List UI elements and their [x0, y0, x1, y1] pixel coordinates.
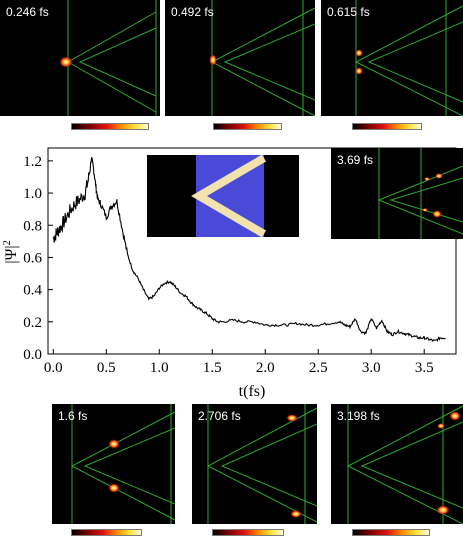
wavepacket-upper [355, 49, 363, 57]
wavepacket-upper [449, 411, 461, 421]
snapshot-plot-7 [346, 404, 463, 524]
wavepacket-trail [437, 423, 445, 429]
wavepacket-upper [286, 414, 298, 422]
y-axis-label: |Ψ|2 [2, 240, 20, 263]
snapshot-panel-3: 0.615 fs [321, 0, 463, 116]
snapshot-plot-3 [354, 0, 463, 116]
x-tick-label: 3.0 [362, 360, 381, 376]
series-line [52, 157, 446, 343]
snapshot-plot-5 [70, 404, 175, 524]
snapshot-time-4: 3.69 fs [337, 153, 374, 167]
snapshot-time-7: 3.198 fs [337, 409, 380, 423]
wavepacket-upper [108, 439, 120, 449]
snapshot-panel-7: 3.198 fs [331, 404, 463, 524]
y-tick-label: 0.6 [23, 250, 42, 266]
y-axis-label-base: |Ψ| [3, 245, 20, 263]
colorbar-3 [352, 123, 422, 130]
snapshot-time-2: 0.492 fs [171, 5, 214, 19]
wavepacket-lower [432, 210, 442, 218]
geometry-inset [147, 155, 299, 237]
snapshot-panel-2: 0.492 fs [165, 0, 315, 116]
snapshot-plot-2 [209, 0, 315, 116]
snapshot-plot-4 [377, 148, 463, 239]
x-tick-label: 3.5 [415, 360, 434, 376]
snapshot-time-5: 1.6 fs [58, 409, 88, 423]
wavepacket-lower [355, 67, 363, 75]
y-tick-label: 1.0 [23, 186, 42, 202]
snapshot-plot-1 [59, 0, 157, 116]
colorbar-5 [71, 529, 142, 536]
wavepacket-lower [436, 505, 450, 515]
x-tick-label: 1.0 [150, 360, 169, 376]
x-tick-label: 2.0 [256, 360, 275, 376]
wavepacket [59, 56, 73, 68]
geometry-diagram [147, 155, 299, 237]
wavepacket [209, 54, 217, 66]
wavepacket-trail [422, 208, 428, 212]
wavepacket-lower [108, 483, 120, 493]
x-axis-label: t(fs) [239, 383, 266, 400]
snapshot-time-3: 0.615 fs [327, 5, 370, 19]
colorbar-2 [213, 123, 282, 130]
snapshot-panel-1: 0.246 fs [0, 0, 160, 116]
x-tick-label: 1.5 [203, 360, 222, 376]
wavepacket-upper [435, 173, 443, 179]
colorbar-7 [352, 529, 430, 536]
snapshot-time-1: 0.246 fs [6, 5, 49, 19]
snapshot-panel-5: 1.6 fs [52, 404, 175, 524]
snapshot-time-6: 2.706 fs [198, 409, 241, 423]
y-tick-label: 0.4 [23, 283, 42, 299]
v-shaped-channel [191, 155, 267, 237]
y-tick-label: 0.0 [23, 347, 42, 363]
wavepacket-lower [290, 510, 302, 518]
y-tick-label: 0.8 [23, 218, 42, 234]
y-tick-label: 0.2 [23, 315, 42, 331]
snapshot-panel-6: 2.706 fs [192, 404, 317, 524]
snapshot-plot-6 [206, 404, 317, 524]
x-tick-label: 2.5 [309, 360, 328, 376]
colorbar-1 [71, 123, 149, 130]
wavepacket-trail [424, 177, 430, 181]
colorbar-6 [212, 529, 284, 536]
y-axis-label-superscript: 2 [2, 240, 13, 245]
x-tick-label: 0.5 [97, 360, 116, 376]
x-tick-label: 0.0 [44, 360, 63, 376]
y-tick-label: 1.2 [23, 154, 42, 170]
snapshot-panel-4: 3.69 fs [331, 148, 463, 239]
